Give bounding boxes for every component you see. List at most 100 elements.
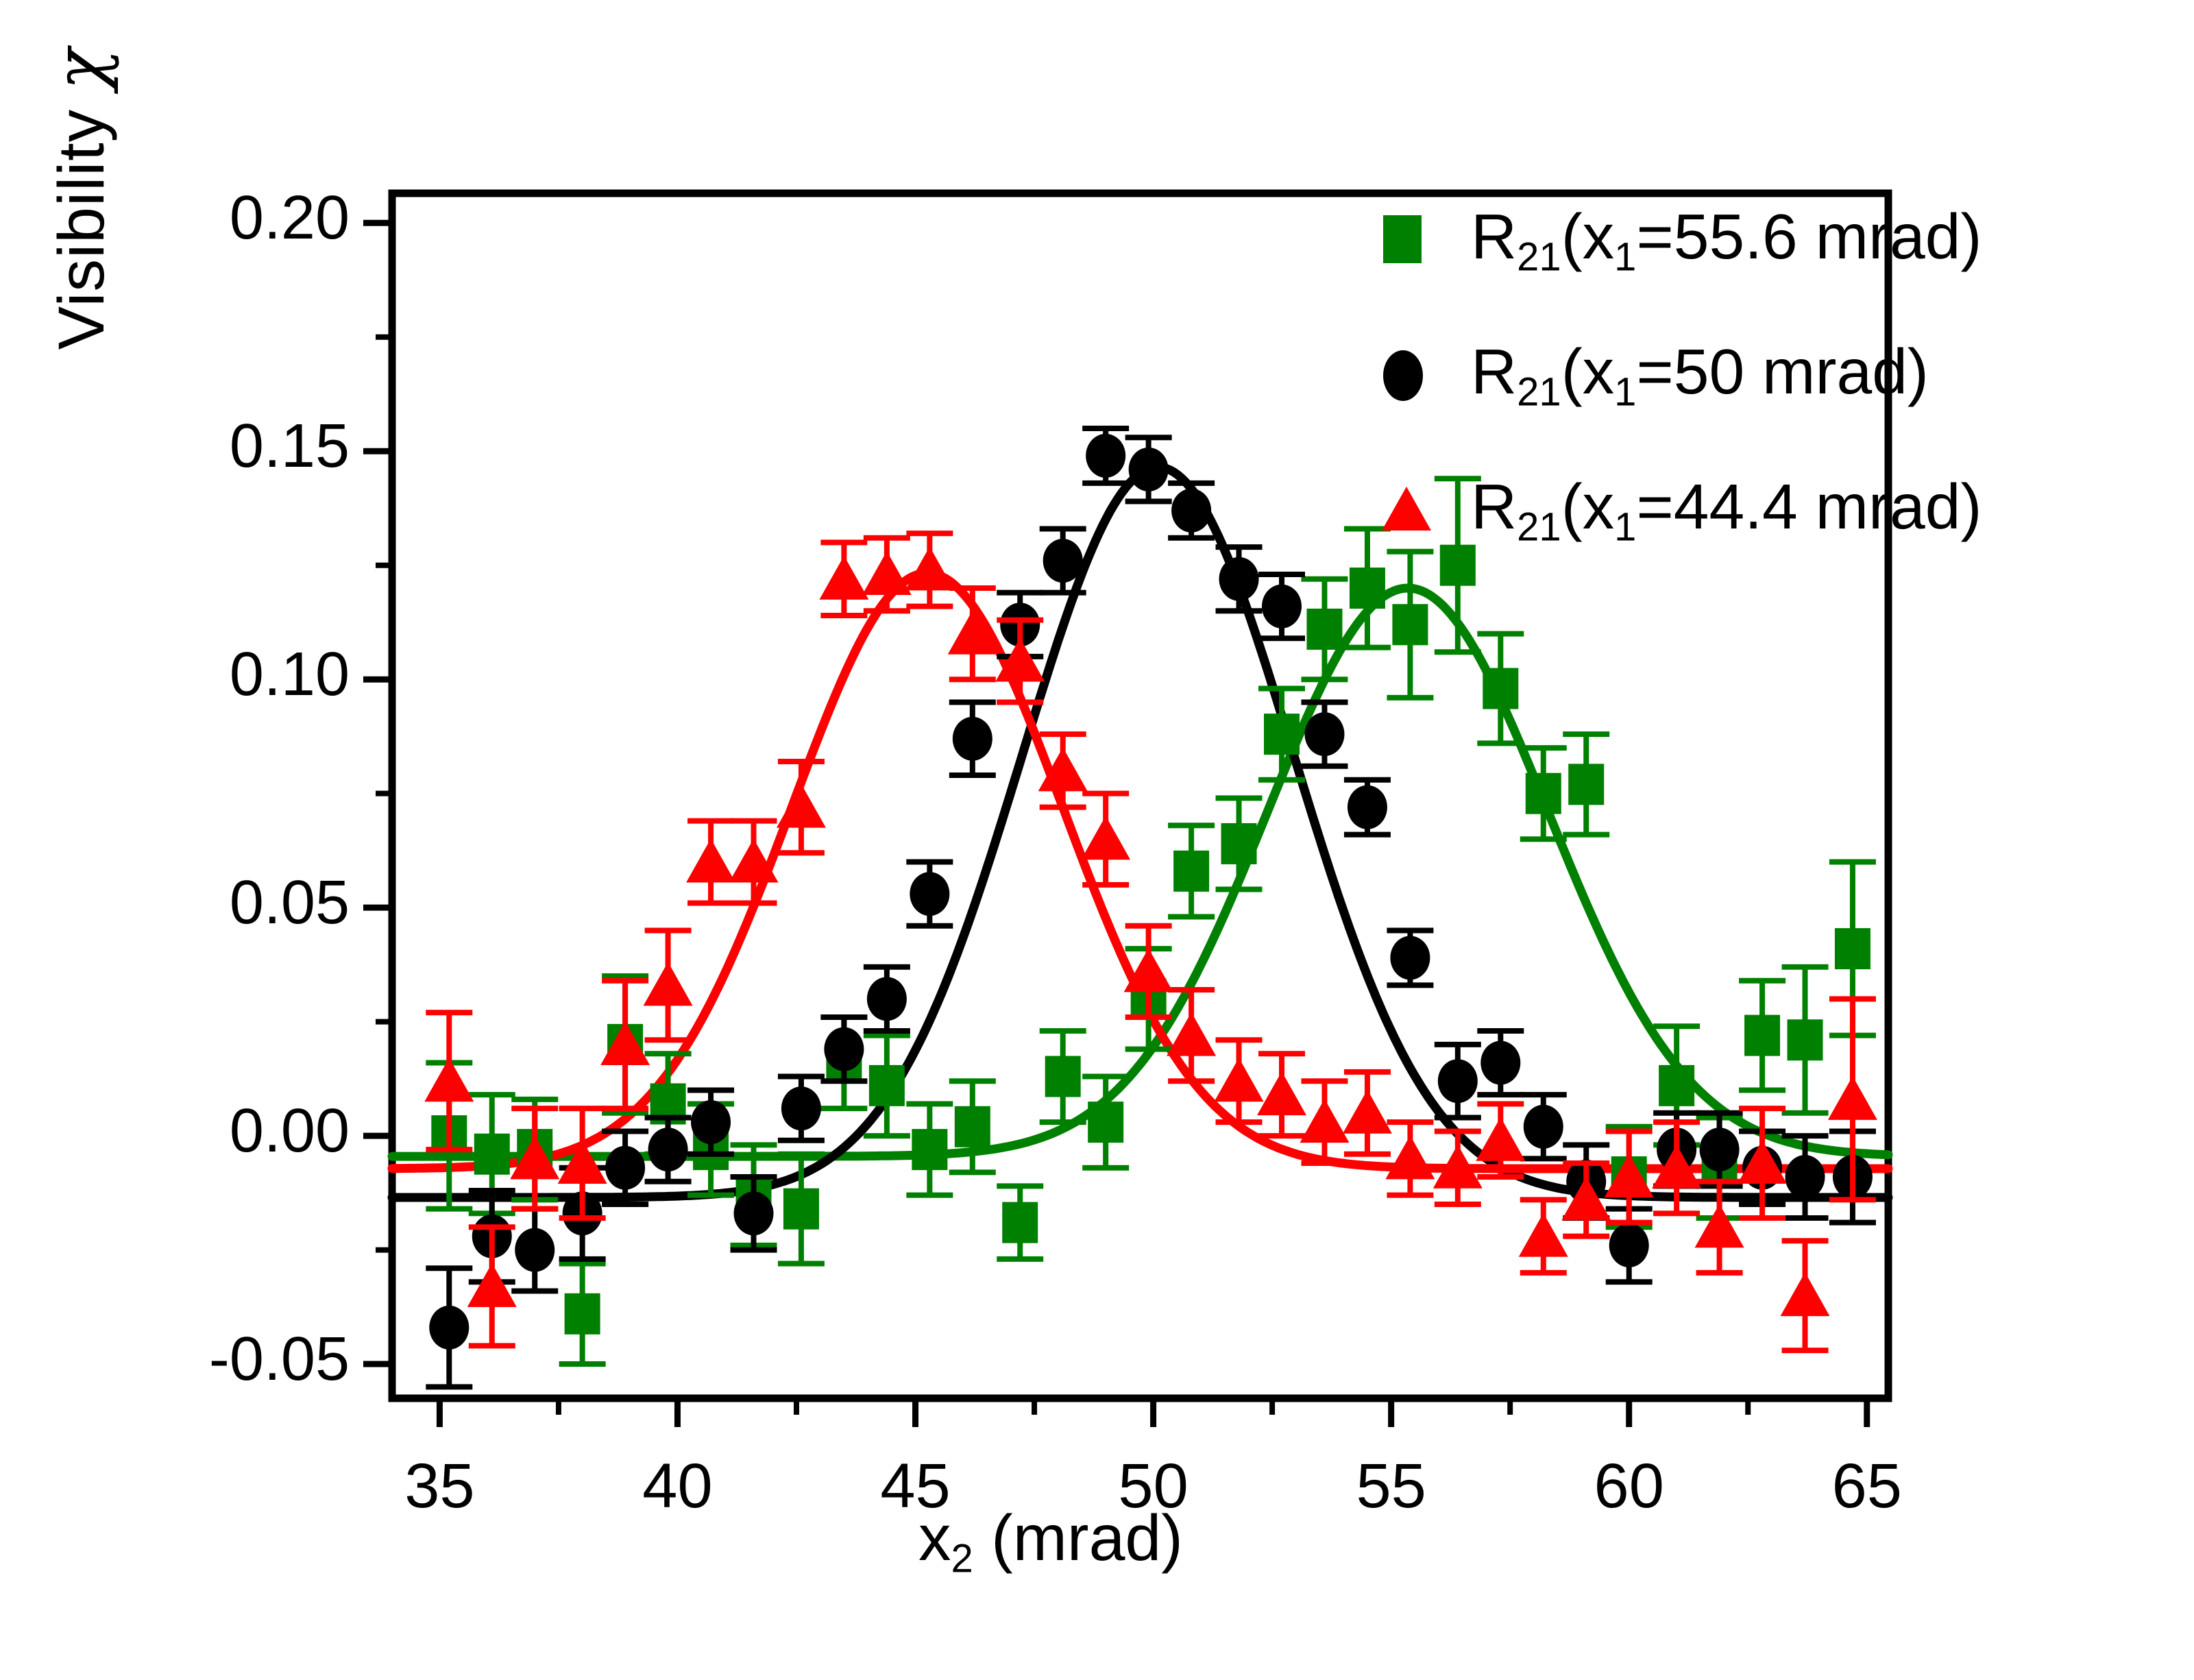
- data-point-group: [776, 759, 826, 856]
- marker-square: [1568, 764, 1605, 805]
- marker-circle: [1171, 488, 1212, 533]
- y-tick-label: -0.05: [208, 1325, 350, 1394]
- marker-circle: [1523, 1104, 1563, 1149]
- marker-square: [474, 1133, 510, 1175]
- x-axis-title-text: x: [918, 1502, 951, 1574]
- marker-triangle: [1827, 1075, 1877, 1120]
- marker-triangle: [1038, 747, 1088, 792]
- data-point-group: [947, 585, 997, 683]
- data-point-group: [1781, 964, 1829, 1116]
- marker-square: [564, 1293, 600, 1335]
- data-point-group: [862, 535, 912, 614]
- marker-circle: [1262, 584, 1302, 629]
- data-point-group: [1476, 1101, 1526, 1180]
- legend-label-tail: =50 mrad): [1636, 336, 1929, 407]
- marker-triangle: [1561, 1176, 1611, 1221]
- data-point-group: [557, 1106, 607, 1221]
- data-point-group: [559, 1261, 606, 1367]
- data-point-group: [426, 1265, 473, 1390]
- data-point-group: [1434, 476, 1481, 655]
- marker-triangle: [1385, 1135, 1435, 1180]
- marker-circle: [1219, 557, 1259, 601]
- marker-square: [1349, 568, 1385, 609]
- y-tick-label: 0.15: [229, 412, 350, 481]
- marker-square: [1306, 608, 1343, 650]
- data-point-group: [997, 1183, 1044, 1262]
- data-point-group: [1342, 1069, 1392, 1157]
- marker-square: [1221, 823, 1257, 864]
- marker-triangle: [1433, 1144, 1483, 1189]
- y-tick-label: 0.10: [229, 640, 350, 709]
- data-point-group: [1039, 526, 1086, 596]
- marker-triangle: [1476, 1117, 1526, 1161]
- legend-label-mid-sub: 1: [1614, 504, 1637, 550]
- data-point-group: [820, 1014, 868, 1084]
- x-axis-title-unit: (mrad): [973, 1502, 1183, 1574]
- data-point-group: [1301, 576, 1348, 683]
- data-point-group: [1343, 777, 1391, 838]
- data-point-group: [863, 964, 910, 1034]
- data-point-group: [997, 589, 1044, 659]
- x-tick-label: 40: [642, 1451, 713, 1521]
- marker-triangle: [510, 1135, 560, 1180]
- marker-square: [1659, 1064, 1695, 1106]
- data-point-group: [730, 1174, 777, 1253]
- data-point-group: [863, 1032, 910, 1139]
- marker-circle: [1390, 936, 1430, 980]
- marker-triangle: [947, 610, 997, 655]
- x-tick-label: 45: [880, 1451, 951, 1521]
- data-point-group: [1301, 699, 1348, 769]
- marker-triangle: [1214, 1058, 1264, 1102]
- marker-circle: [952, 716, 992, 761]
- legend-marker-triangle-icon: [1382, 487, 1431, 531]
- legend-label-mid: (x: [1561, 471, 1615, 542]
- data-point-group: [1604, 1128, 1654, 1226]
- legend-label-tail: =55.6 mrad): [1636, 201, 1982, 272]
- legend-label-prefix: R: [1471, 471, 1517, 542]
- marker-square: [868, 1064, 905, 1106]
- marker-circle: [1304, 712, 1345, 757]
- legend-marker-square-icon: [1383, 215, 1422, 263]
- data-point-group: [643, 927, 693, 1043]
- data-point-group: [1739, 977, 1786, 1093]
- marker-triangle: [424, 1058, 474, 1102]
- marker-square: [1173, 850, 1210, 892]
- marker-circle: [1480, 1040, 1521, 1085]
- marker-circle: [1128, 447, 1169, 491]
- data-point-group: [1168, 480, 1215, 541]
- data-point-group: [1214, 1037, 1264, 1125]
- data-point-group: [1300, 1078, 1350, 1167]
- data-point-group: [686, 818, 736, 906]
- data-point-group: [1257, 1051, 1306, 1139]
- data-point-group: [1385, 1119, 1435, 1198]
- marker-triangle: [686, 838, 736, 883]
- data-point-group: [906, 1101, 953, 1198]
- marker-square: [1392, 604, 1428, 646]
- data-point-group: [1780, 1238, 1830, 1354]
- legend-label-prefix-sub: 21: [1517, 504, 1561, 550]
- x-axis-title-sub: 2: [951, 1536, 973, 1581]
- data-point-group: [1123, 923, 1173, 1020]
- data-point-group: [906, 859, 953, 929]
- marker-square: [1525, 772, 1561, 814]
- data-point-group: [1125, 435, 1172, 504]
- data-point-group: [1652, 1119, 1702, 1217]
- x-tick-label: 50: [1118, 1451, 1189, 1521]
- marker-triangle: [1738, 1140, 1788, 1184]
- marker-square: [1744, 1014, 1781, 1056]
- marker-square: [912, 1129, 948, 1171]
- data-point-group: [1563, 731, 1610, 838]
- data-point-group: [949, 1078, 996, 1176]
- marker-triangle: [862, 551, 912, 596]
- marker-circle: [1437, 1059, 1478, 1104]
- data-point-group: [1781, 1133, 1829, 1221]
- marker-circle: [866, 977, 907, 1021]
- legend-label: R21(x1=44.4 mrad): [1471, 470, 1982, 550]
- marker-triangle: [1518, 1213, 1568, 1257]
- marker-triangle: [1081, 816, 1131, 860]
- legend-label: R21(x1=50 mrad): [1471, 335, 1929, 415]
- marker-circle: [781, 1086, 821, 1131]
- data-point-group: [1258, 685, 1305, 783]
- y-tick-label: 0.00: [229, 1097, 350, 1166]
